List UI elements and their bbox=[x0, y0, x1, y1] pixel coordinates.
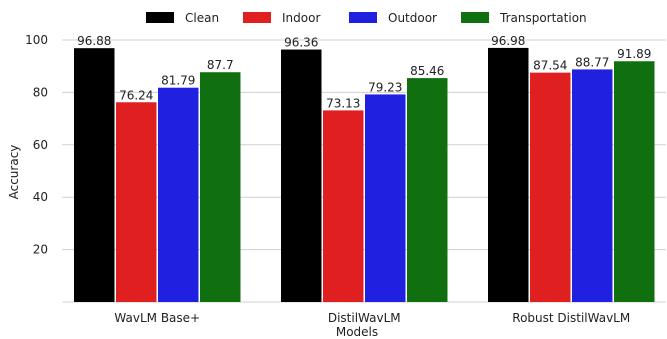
y-axis-ticks: 20 40 60 80 100 bbox=[25, 33, 48, 257]
data-label: 87.54 bbox=[533, 59, 567, 73]
data-label: 88.77 bbox=[575, 55, 609, 69]
bar-indoor bbox=[116, 102, 157, 303]
legend-label-clean: Clean bbox=[185, 11, 219, 25]
bar-outdoor bbox=[572, 69, 613, 302]
y-tick-label: 40 bbox=[33, 190, 48, 204]
data-label: 73.13 bbox=[326, 96, 360, 110]
y-tick-label: 100 bbox=[25, 33, 48, 47]
legend-swatch-clean bbox=[146, 12, 174, 23]
data-label: 85.46 bbox=[410, 64, 444, 78]
bar-transportation bbox=[407, 78, 448, 302]
data-label: 79.23 bbox=[368, 80, 402, 94]
y-tick-label: 20 bbox=[33, 243, 48, 257]
bar-indoor bbox=[530, 72, 571, 302]
bar-indoor bbox=[323, 110, 364, 302]
y-tick-label: 80 bbox=[33, 85, 48, 99]
bar-outdoor bbox=[365, 94, 406, 303]
bar-transportation bbox=[614, 61, 655, 302]
x-tick-label: WavLM Base+ bbox=[114, 311, 200, 325]
legend: Clean Indoor Outdoor Transportation bbox=[146, 11, 587, 25]
data-label: 91.89 bbox=[617, 47, 651, 61]
data-label: 87.7 bbox=[207, 58, 234, 72]
data-label: 76.24 bbox=[119, 88, 153, 102]
legend-label-indoor: Indoor bbox=[282, 11, 320, 25]
bar-clean bbox=[488, 47, 529, 302]
data-label: 96.88 bbox=[77, 34, 111, 48]
bars bbox=[74, 47, 655, 303]
y-axis-label: Accuracy bbox=[7, 145, 21, 200]
legend-swatch-outdoor bbox=[349, 12, 377, 23]
legend-swatch-indoor bbox=[243, 12, 271, 23]
data-label: 96.36 bbox=[284, 36, 318, 50]
data-label: 96.98 bbox=[491, 34, 525, 48]
x-axis-label: Models bbox=[336, 325, 378, 339]
legend-label-transportation: Transportation bbox=[499, 11, 587, 25]
y-tick-label: 60 bbox=[33, 138, 48, 152]
data-labels: 96.88 76.24 81.79 87.7 96.36 73.13 79.23 85.46 9… bbox=[77, 34, 651, 110]
x-tick-label: Robust DistilWavLM bbox=[512, 311, 630, 325]
bar-clean bbox=[74, 48, 115, 302]
bar-transportation bbox=[200, 72, 241, 302]
x-tick-label: DistilWavLM bbox=[328, 311, 401, 325]
x-axis-ticks: WavLM Base+ DistilWavLM Robust DistilWavLM bbox=[114, 311, 630, 325]
data-label: 81.79 bbox=[161, 74, 195, 88]
legend-swatch-transportation bbox=[461, 12, 489, 23]
bar-clean bbox=[281, 49, 322, 302]
legend-label-outdoor: Outdoor bbox=[388, 11, 437, 25]
bar-outdoor bbox=[158, 87, 199, 302]
